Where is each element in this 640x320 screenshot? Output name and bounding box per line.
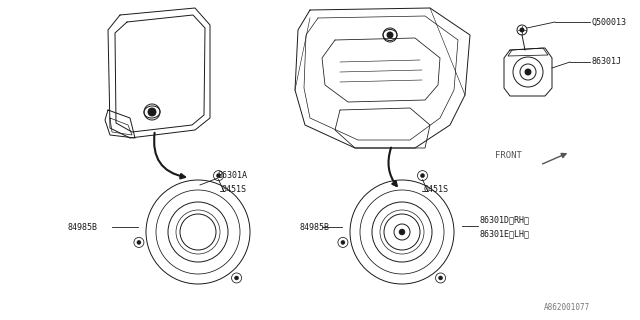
Circle shape — [399, 229, 405, 235]
Text: 84985B: 84985B — [300, 222, 330, 231]
Circle shape — [420, 174, 424, 178]
Circle shape — [341, 240, 345, 244]
Circle shape — [148, 108, 156, 116]
Text: FRONT: FRONT — [495, 150, 522, 159]
Circle shape — [520, 28, 524, 32]
Text: A862001077: A862001077 — [544, 303, 590, 312]
Circle shape — [235, 276, 239, 280]
Text: 84985B: 84985B — [68, 222, 98, 231]
Circle shape — [438, 276, 443, 280]
Text: 86301D〈RH〉: 86301D〈RH〉 — [480, 215, 530, 225]
Text: 0451S: 0451S — [424, 185, 449, 194]
Text: Q500013: Q500013 — [592, 18, 627, 27]
Circle shape — [525, 69, 531, 75]
Text: 86301A: 86301A — [218, 171, 248, 180]
Text: 86301J: 86301J — [592, 58, 622, 67]
Circle shape — [216, 174, 221, 178]
Circle shape — [387, 32, 393, 38]
Circle shape — [137, 240, 141, 244]
Text: 0451S: 0451S — [222, 185, 247, 194]
Text: 86301E〈LH〉: 86301E〈LH〉 — [480, 229, 530, 238]
